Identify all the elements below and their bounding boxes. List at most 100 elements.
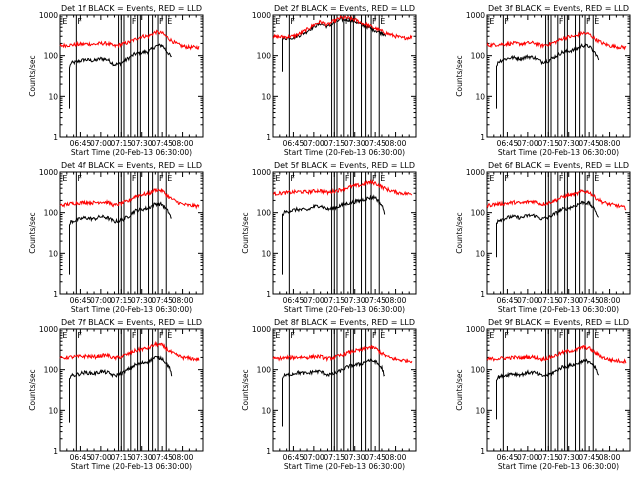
flag-label: E: [380, 331, 385, 340]
flag-label: E: [167, 17, 172, 26]
y-tick-label: 100: [471, 366, 486, 375]
y-tick-label: 1000: [39, 168, 58, 177]
flag-label: E: [62, 174, 67, 183]
flag-label: F: [372, 331, 377, 340]
plot-frame: [272, 14, 417, 138]
x-tick-label: 07:15: [110, 453, 132, 462]
flag-label: F: [345, 17, 350, 26]
flag-label: F: [77, 331, 82, 340]
flag-label: F: [504, 17, 509, 26]
x-tick-label: 06:45: [70, 139, 92, 148]
x-tick-label: 07:00: [90, 453, 112, 462]
flag-label: F: [504, 331, 509, 340]
lld-series-line: [486, 188, 627, 211]
x-tick-label: 08:00: [172, 139, 194, 148]
flag-label: F: [504, 174, 509, 183]
flag-label: F: [77, 17, 82, 26]
y-tick-label: 100: [471, 52, 486, 61]
flag-label: F: [290, 174, 295, 183]
x-tick-label: 07:00: [90, 296, 112, 305]
panel-det-1: Det 1f BLACK = Events, RED = LLD 1 10 100 10…: [28, 4, 204, 157]
y-axis-label: Counts/sec: [28, 212, 37, 253]
plot-frame: [272, 328, 417, 452]
x-tick-label: 06:45: [283, 453, 305, 462]
x-tick-label: 08:00: [172, 296, 194, 305]
flag-label: F: [559, 174, 564, 183]
x-tick-label: 07:45: [151, 453, 173, 462]
lld-series-line: [59, 29, 200, 51]
y-tick-label: 10: [475, 406, 485, 415]
panel-det-3: Det 3f BLACK = Events, RED = LLD 1 10 100 10…: [455, 4, 631, 157]
lld-series-line: [272, 15, 413, 41]
y-tick-label: 10: [48, 92, 58, 101]
flag-label: F: [77, 174, 82, 183]
x-tick-label: 07:15: [110, 296, 132, 305]
y-axis-label: Counts/sec: [28, 369, 37, 410]
x-tick-label: 07:45: [364, 139, 386, 148]
y-tick-label: 10: [48, 249, 58, 258]
flag-label: E: [594, 174, 599, 183]
y-tick-label: 1: [53, 133, 58, 142]
panel-title: Det 1f BLACK = Events, RED = LLD: [61, 4, 202, 13]
x-tick-label: 07:30: [131, 139, 153, 148]
x-axis-label: Start Time (20-Feb-13 06:30:00): [71, 305, 192, 314]
x-tick-label: 06:45: [70, 296, 92, 305]
y-tick-label: 1000: [39, 11, 58, 20]
y-axis-label: Counts/sec: [455, 369, 464, 410]
lld-series-line: [486, 344, 627, 365]
flag-label: E: [594, 331, 599, 340]
x-tick-label: 07:45: [364, 296, 386, 305]
flag-label: E: [62, 331, 67, 340]
x-tick-label: 06:45: [497, 296, 519, 305]
flag-label: F: [559, 331, 564, 340]
x-tick-label: 07:15: [110, 139, 132, 148]
x-axis-label: Start Time (20-Feb-13 06:30:00): [284, 462, 405, 471]
x-tick-label: 07:15: [537, 296, 559, 305]
panel-det-6: Det 6f BLACK = Events, RED = LLD 1 10 100 10…: [455, 161, 631, 314]
flag-label: E: [275, 174, 280, 183]
plot-frame: [272, 171, 417, 295]
events-series-line: [282, 358, 385, 427]
x-axis-label: Start Time (20-Feb-13 06:30:00): [71, 462, 192, 471]
x-tick-label: 08:00: [599, 453, 621, 462]
x-axis-label: Start Time (20-Feb-13 06:30:00): [498, 462, 619, 471]
x-tick-label: 07:00: [517, 139, 539, 148]
panel-title: Det 5f BLACK = Events, RED = LLD: [274, 161, 415, 170]
y-tick-label: 1: [266, 447, 271, 456]
plot-frame: [486, 171, 631, 295]
flag-label: E: [489, 17, 494, 26]
panel-det-4: Det 4f BLACK = Events, RED = LLD 1 10 100 10…: [28, 161, 204, 314]
y-tick-label: 1000: [39, 325, 58, 334]
y-tick-label: 100: [257, 52, 272, 61]
flag-label: F: [132, 174, 137, 183]
flag-label: F: [586, 331, 591, 340]
panel-title: Det 8f BLACK = Events, RED = LLD: [274, 318, 415, 327]
x-tick-label: 07:00: [90, 139, 112, 148]
y-tick-label: 10: [475, 249, 485, 258]
x-tick-label: 08:00: [599, 296, 621, 305]
x-tick-label: 07:45: [151, 296, 173, 305]
x-tick-label: 07:45: [151, 139, 173, 148]
flag-label: F: [159, 17, 164, 26]
flag-label: F: [372, 17, 377, 26]
x-axis-label: Start Time (20-Feb-13 06:30:00): [71, 148, 192, 157]
y-tick-label: 1000: [252, 168, 271, 177]
y-tick-label: 100: [44, 52, 59, 61]
flag-label: F: [159, 174, 164, 183]
plot-frame: [486, 328, 631, 452]
flag-label: F: [159, 331, 164, 340]
x-tick-label: 07:15: [323, 139, 345, 148]
x-tick-label: 07:15: [537, 139, 559, 148]
y-tick-label: 1: [480, 290, 485, 299]
panel-title: Det 2f BLACK = Events, RED = LLD: [274, 4, 415, 13]
x-tick-label: 07:00: [517, 453, 539, 462]
y-tick-label: 10: [48, 406, 58, 415]
y-tick-label: 100: [44, 366, 59, 375]
x-tick-label: 07:00: [517, 296, 539, 305]
x-tick-label: 07:30: [344, 296, 366, 305]
flag-label: E: [380, 17, 385, 26]
flag-label: E: [594, 17, 599, 26]
y-axis-label: Counts/sec: [241, 212, 250, 253]
x-tick-label: 07:45: [578, 453, 600, 462]
x-tick-label: 07:45: [578, 139, 600, 148]
